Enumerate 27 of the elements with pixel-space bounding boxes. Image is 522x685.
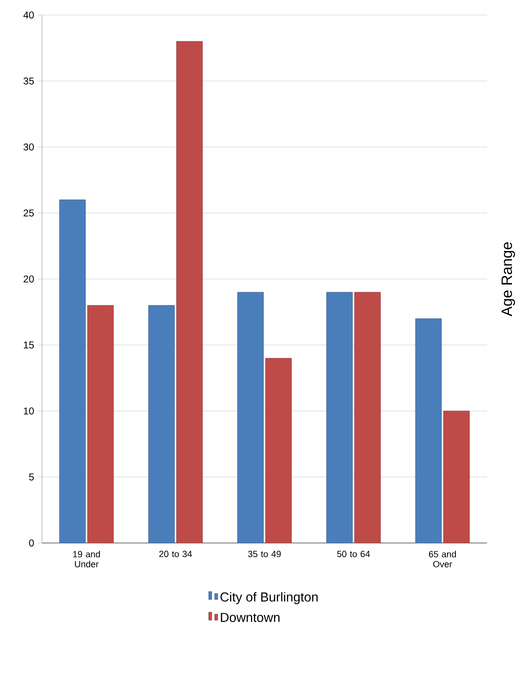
y-tick-label: 25 bbox=[24, 209, 34, 217]
legend-label: Downtown bbox=[220, 612, 280, 622]
y-tick-label: 5 bbox=[29, 474, 34, 480]
legend-label: City of Burlington bbox=[220, 592, 318, 604]
x-tick-label: 19 and Under bbox=[73, 550, 100, 568]
y-tick-label: 35 bbox=[24, 77, 34, 85]
x-tick-label: 65 and Over bbox=[428, 550, 456, 568]
bar bbox=[354, 292, 381, 543]
bar bbox=[237, 292, 264, 543]
x-tick-label: 20 to 34 bbox=[159, 550, 192, 558]
bar bbox=[415, 318, 442, 543]
y-tick-label: 20 bbox=[24, 275, 34, 283]
y-tick-label: 15 bbox=[24, 342, 34, 348]
y-tick-label: 40 bbox=[23, 11, 34, 19]
bar bbox=[176, 41, 203, 543]
y-tick-label: 30 bbox=[24, 143, 34, 151]
bar bbox=[148, 305, 175, 543]
y-axis-title: Age Range bbox=[502, 242, 516, 316]
bar bbox=[265, 358, 292, 543]
y-tick-label: 0 bbox=[29, 539, 34, 547]
bar bbox=[59, 200, 86, 543]
bar bbox=[443, 410, 470, 543]
x-tick-label: 35 to 49 bbox=[248, 550, 281, 558]
x-tick-label: 50 to 64 bbox=[337, 550, 370, 558]
bar bbox=[87, 305, 114, 543]
y-tick-label: 10 bbox=[24, 407, 34, 415]
bar bbox=[326, 292, 353, 543]
